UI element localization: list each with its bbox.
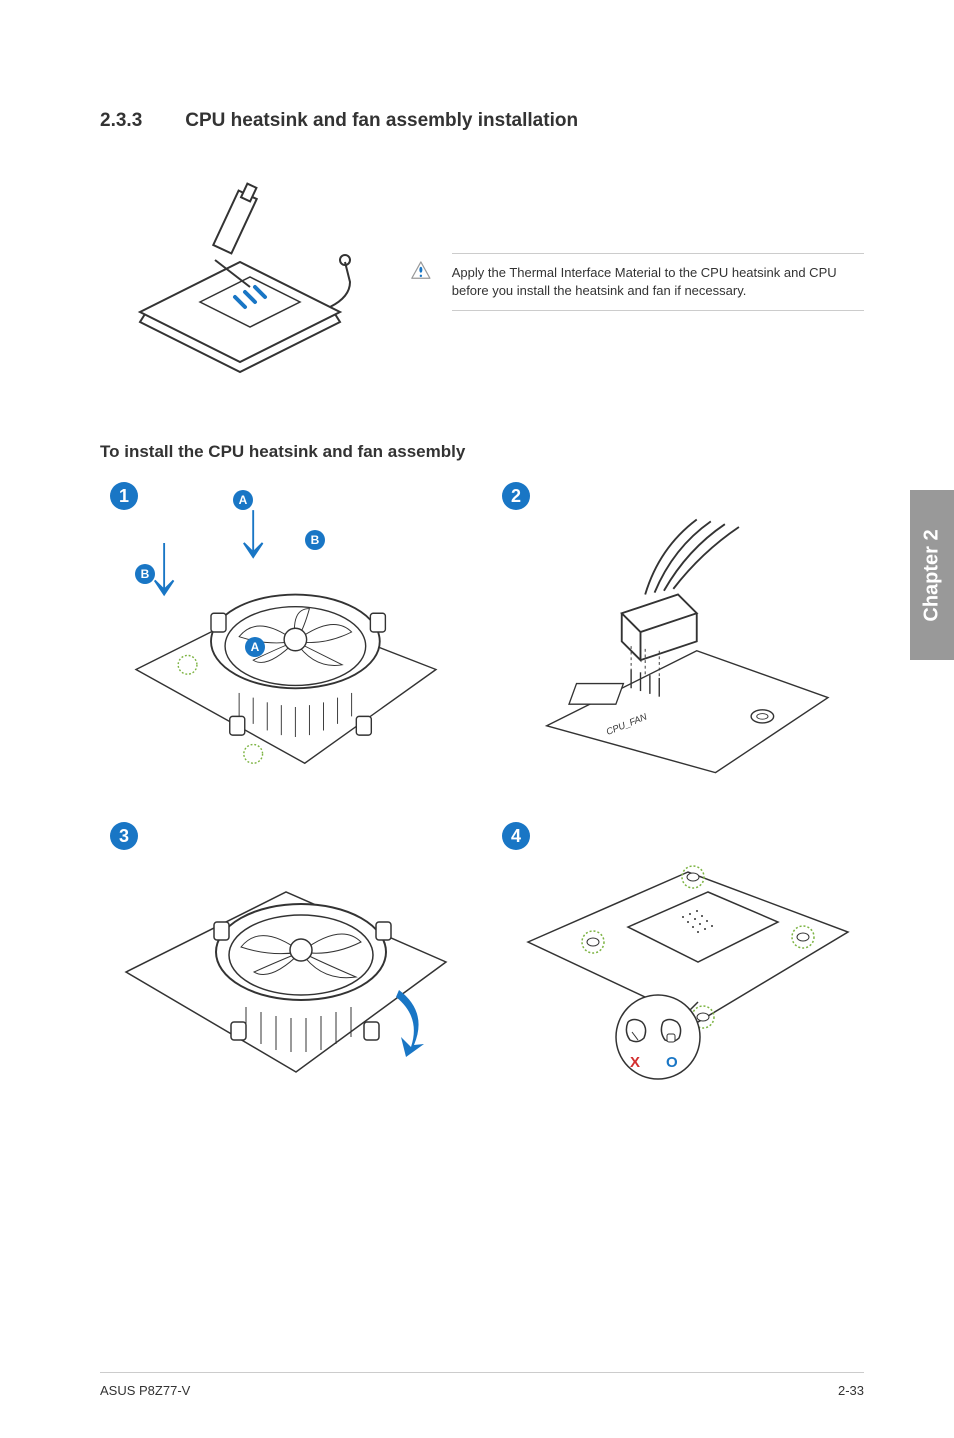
step-3-illustration [100,822,472,1122]
section-number: 2.3.3 [100,110,180,132]
step-2: 2 [492,482,864,782]
chapter-tab-label: Chapter 2 [921,529,944,621]
warning-text: Apply the Thermal Interface Material to … [452,253,864,311]
cpu-fan-label: CPU_FAN [605,712,649,737]
thermal-paste-illustration [100,172,380,392]
page-footer: ASUS P8Z77-V 2-33 [100,1372,864,1398]
chapter-tab: Chapter 2 [910,490,954,660]
step-3: 3 [100,822,472,1122]
warning-icon [410,253,432,289]
steps-grid: 1 [100,482,864,1122]
footer-page-number: 2-33 [838,1383,864,1398]
step-2-illustration: CPU_FAN [492,482,864,782]
step-badge-4: 4 [502,822,530,850]
section-heading: 2.3.3 CPU heatsink and fan assembly inst… [100,110,864,132]
pin-x-label: X [630,1054,640,1071]
thermal-paste-row: Apply the Thermal Interface Material to … [100,172,864,392]
step-4-illustration: X O [492,822,864,1122]
step-1-illustration [100,482,472,782]
step-4: 4 [492,822,864,1122]
section-title: CPU heatsink and fan assembly installati… [185,110,578,131]
sub-badge-a-bottom: A [245,637,265,657]
sub-badge-b-left: B [135,564,155,584]
step-1: 1 [100,482,472,782]
sub-badge-b-right: B [305,530,325,550]
step-badge-2: 2 [502,482,530,510]
pin-o-label: O [666,1054,678,1071]
warning-box: Apply the Thermal Interface Material to … [410,253,864,311]
step-badge-1: 1 [110,482,138,510]
footer-product: ASUS P8Z77-V [100,1383,190,1398]
sub-heading: To install the CPU heatsink and fan asse… [100,442,864,462]
sub-badge-a-top: A [233,490,253,510]
step-badge-3: 3 [110,822,138,850]
